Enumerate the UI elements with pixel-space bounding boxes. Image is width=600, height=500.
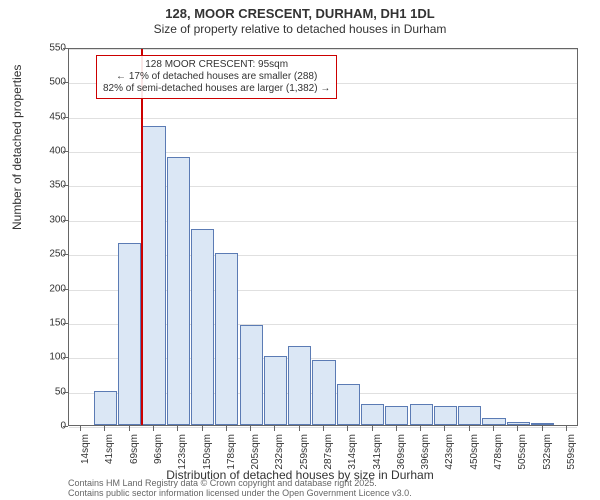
x-tick-label: 314sqm xyxy=(347,434,358,474)
x-tick xyxy=(226,426,227,431)
histogram-bar xyxy=(312,360,335,425)
x-tick-label: 478sqm xyxy=(493,434,504,474)
histogram-bar xyxy=(410,404,433,425)
gridline xyxy=(69,118,577,119)
marker-line xyxy=(141,49,143,425)
histogram-bar xyxy=(94,391,117,425)
histogram-bar xyxy=(337,384,360,425)
x-tick-label: 341sqm xyxy=(372,434,383,474)
x-tick xyxy=(493,426,494,431)
footnote: Contains HM Land Registry data © Crown c… xyxy=(68,479,412,499)
histogram-bar xyxy=(191,229,214,425)
x-tick-label: 41sqm xyxy=(104,434,115,474)
x-tick xyxy=(202,426,203,431)
histogram-bar xyxy=(458,406,481,425)
x-tick-label: 559sqm xyxy=(566,434,577,474)
x-tick xyxy=(299,426,300,431)
x-tick xyxy=(129,426,130,431)
x-tick xyxy=(153,426,154,431)
y-axis-label: Number of detached properties xyxy=(10,65,24,230)
histogram-bar xyxy=(240,325,263,425)
x-tick-label: 450sqm xyxy=(469,434,480,474)
histogram-bar xyxy=(167,157,190,425)
x-tick xyxy=(542,426,543,431)
y-tick xyxy=(63,48,68,49)
histogram-bar xyxy=(507,422,530,425)
histogram-bar xyxy=(118,243,141,425)
annotation-line1: 128 MOOR CRESCENT: 95sqm xyxy=(103,59,330,71)
x-tick-label: 150sqm xyxy=(202,434,213,474)
x-tick-label: 96sqm xyxy=(153,434,164,474)
x-tick xyxy=(274,426,275,431)
x-tick-label: 369sqm xyxy=(396,434,407,474)
x-tick-label: 178sqm xyxy=(226,434,237,474)
y-tick xyxy=(63,254,68,255)
annotation-box: 128 MOOR CRESCENT: 95sqm ← 17% of detach… xyxy=(96,55,337,99)
x-tick xyxy=(80,426,81,431)
y-tick xyxy=(63,357,68,358)
x-tick-label: 123sqm xyxy=(177,434,188,474)
x-tick xyxy=(372,426,373,431)
y-tick xyxy=(63,323,68,324)
histogram-bar xyxy=(385,406,408,425)
x-tick xyxy=(469,426,470,431)
x-tick xyxy=(104,426,105,431)
chart-subtitle: Size of property relative to detached ho… xyxy=(0,21,600,36)
annotation-line3: 82% of semi-detached houses are larger (… xyxy=(103,83,330,95)
y-tick xyxy=(63,426,68,427)
plot-area: 128 MOOR CRESCENT: 95sqm ← 17% of detach… xyxy=(68,48,578,426)
histogram-bar xyxy=(434,406,457,425)
x-tick xyxy=(444,426,445,431)
x-tick xyxy=(566,426,567,431)
x-tick-label: 14sqm xyxy=(80,434,91,474)
histogram-bar xyxy=(215,253,238,425)
x-tick xyxy=(347,426,348,431)
x-tick xyxy=(396,426,397,431)
x-tick-label: 423sqm xyxy=(444,434,455,474)
x-tick-label: 287sqm xyxy=(323,434,334,474)
x-tick xyxy=(250,426,251,431)
x-tick-label: 259sqm xyxy=(299,434,310,474)
chart-container: 128, MOOR CRESCENT, DURHAM, DH1 1DL Size… xyxy=(0,0,600,500)
gridline xyxy=(69,49,577,50)
y-tick xyxy=(63,392,68,393)
x-tick xyxy=(420,426,421,431)
x-tick xyxy=(517,426,518,431)
footnote-line2: Contains public sector information licen… xyxy=(68,489,412,499)
x-tick-label: 69sqm xyxy=(129,434,140,474)
x-tick-label: 505sqm xyxy=(517,434,528,474)
x-tick-label: 532sqm xyxy=(542,434,553,474)
histogram-bar xyxy=(482,418,505,425)
y-tick xyxy=(63,289,68,290)
histogram-bar xyxy=(142,126,165,425)
histogram-bar xyxy=(288,346,311,425)
histogram-bar xyxy=(531,423,554,425)
annotation-line2: ← 17% of detached houses are smaller (28… xyxy=(103,71,330,83)
x-tick xyxy=(323,426,324,431)
y-tick xyxy=(63,151,68,152)
chart-title: 128, MOOR CRESCENT, DURHAM, DH1 1DL xyxy=(0,0,600,21)
y-tick xyxy=(63,117,68,118)
y-tick xyxy=(63,82,68,83)
x-tick xyxy=(177,426,178,431)
x-tick-label: 232sqm xyxy=(274,434,285,474)
y-tick xyxy=(63,220,68,221)
histogram-bar xyxy=(361,404,384,425)
x-tick-label: 205sqm xyxy=(250,434,261,474)
histogram-bar xyxy=(264,356,287,425)
x-tick-label: 396sqm xyxy=(420,434,431,474)
y-tick xyxy=(63,185,68,186)
